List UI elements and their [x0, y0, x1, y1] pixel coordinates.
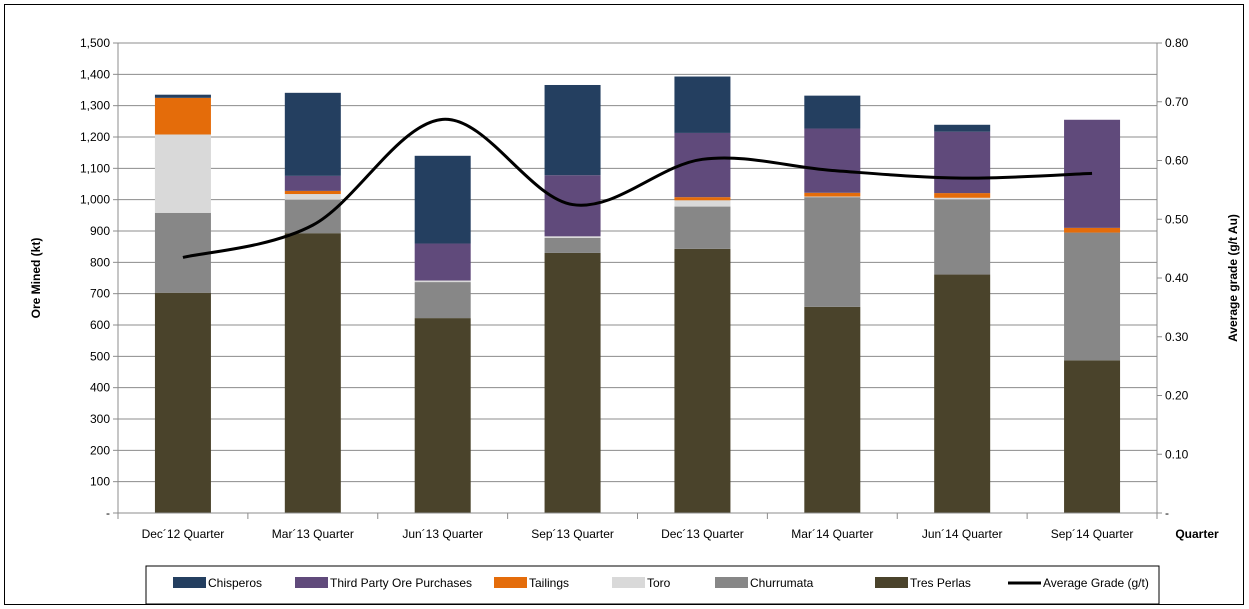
bar-segment [674, 197, 731, 201]
bar-segment [1064, 227, 1121, 233]
legend-label: Chisperos [208, 576, 262, 590]
y-tick-label: 600 [90, 318, 110, 332]
y2-tick-label: 0.50 [1165, 212, 1189, 226]
bar-segment [414, 318, 471, 513]
x-tick-label: Dec´13 Quarter [661, 527, 744, 541]
legend-swatch [612, 577, 645, 588]
bar-segment [284, 175, 341, 191]
bar-segment [414, 243, 471, 281]
bar-segment [284, 92, 341, 176]
bar-segment [804, 196, 861, 198]
x-tick-label: Mar´13 Quarter [272, 527, 354, 541]
legend-swatch [494, 577, 527, 588]
bar-segment [1064, 232, 1121, 361]
bar-segment [934, 197, 991, 200]
bar-segment [544, 84, 601, 176]
y-tick-label: 1,000 [80, 193, 110, 207]
grade-line-layer [182, 117, 1093, 259]
y2-tick-label: 0.40 [1165, 271, 1189, 285]
y2-tick-label: 0.30 [1165, 330, 1189, 344]
y-tick-label: 1,300 [80, 99, 110, 113]
bar-segment [284, 190, 341, 195]
bar-segment [934, 193, 991, 198]
gridlines [118, 42, 1157, 483]
legend-swatch [173, 577, 206, 588]
y-tick-label: 200 [90, 443, 110, 457]
y2-tick-label: 0.70 [1165, 95, 1189, 109]
bar-segment [934, 131, 991, 194]
y-tick-label: 800 [90, 255, 110, 269]
legend: Chisperos Third Party Ore Purchases Tailin… [145, 565, 1160, 605]
average-grade-line [182, 117, 1093, 259]
bars [154, 76, 1121, 514]
bar-segment [414, 282, 471, 319]
y-tick-label: 500 [90, 349, 110, 363]
legend-label: Churrumata [750, 576, 814, 590]
bar-segment [674, 76, 731, 133]
y2-tick-label: 0.80 [1165, 36, 1189, 50]
legend-swatch [715, 577, 748, 588]
bar-segment [804, 192, 861, 197]
bar-segment [284, 199, 341, 234]
y2-axis-title: Average grade (g/t Au) [1226, 214, 1240, 342]
bar-segment [674, 206, 731, 249]
bar-segment [804, 95, 861, 129]
bar-segment [674, 200, 731, 207]
y-axis-title: Ore Mined (kt) [29, 238, 43, 319]
legend-label: Tres Perlas [910, 576, 971, 590]
bar-segment [154, 97, 211, 135]
y-tick-label: 700 [90, 287, 110, 301]
y2-tick-label: 0.20 [1165, 389, 1189, 403]
bar-segment [804, 128, 861, 193]
bar-segment [414, 280, 471, 283]
y-tick-label: 1,100 [80, 161, 110, 175]
bar-segment [934, 199, 991, 275]
bar-segment [544, 252, 601, 513]
y-tick-label: 1,500 [80, 36, 110, 50]
bar-segment [674, 248, 731, 514]
bar-segment [284, 233, 341, 513]
bar-segment [804, 197, 861, 307]
legend-swatch [875, 577, 908, 588]
y2-tick-label: 0.10 [1165, 447, 1189, 461]
y2-tick-label: - [1165, 506, 1169, 520]
legend-label: Average Grade (g/t) [1043, 576, 1149, 590]
bar-segment [544, 236, 601, 238]
x-tick-label: Mar´14 Quarter [791, 527, 873, 541]
x-tick-label: Sep´13 Quarter [531, 527, 614, 541]
bar-segment [544, 237, 601, 253]
y2-tick-label: 0.60 [1165, 154, 1189, 168]
x-tick-label: Jun´13 Quarter [402, 527, 483, 541]
bar-segment [934, 124, 991, 132]
y-tick-label: 900 [90, 224, 110, 238]
y-tick-label: 100 [90, 475, 110, 489]
legend-label: Tailings [529, 576, 569, 590]
bar-segment [414, 155, 471, 244]
legend-label: Toro [647, 576, 671, 590]
bar-segment [804, 306, 861, 513]
bar-segment [154, 94, 211, 98]
x-axis-title: Quarter [1175, 527, 1219, 541]
axes: - 100 200 300 400 500 600 700 800 900 1,000 1,100 1,… [80, 36, 1189, 541]
bar-segment [154, 134, 211, 213]
x-tick-label: Dec´12 Quarter [142, 527, 225, 541]
bar-segment [934, 274, 991, 513]
legend-swatch [295, 577, 328, 588]
bar-segment [1064, 360, 1121, 513]
bar-segment [154, 292, 211, 513]
bar-segment [284, 194, 341, 200]
y-tick-label: 1,400 [80, 67, 110, 81]
y-tick-label: 1,200 [80, 130, 110, 144]
legend-label: Third Party Ore Purchases [330, 576, 472, 590]
y-tick-label: 400 [90, 381, 110, 395]
y-tick-label: 300 [90, 412, 110, 426]
y-tick-label: - [106, 506, 110, 520]
x-tick-label: Sep´14 Quarter [1051, 527, 1134, 541]
x-tick-label: Jun´14 Quarter [922, 527, 1003, 541]
